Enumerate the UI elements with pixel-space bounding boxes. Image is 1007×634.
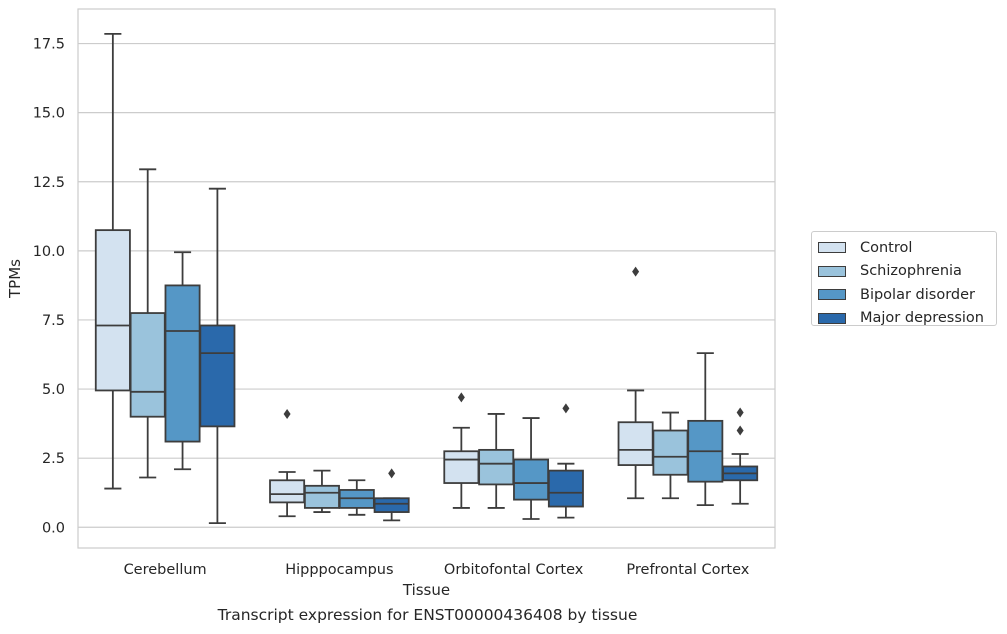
outlier-point [562,403,570,414]
box-schizophrenia-0 [129,168,166,479]
boxes [94,32,759,525]
legend-item: Major depression [818,307,996,331]
legend: Control Schizophrenia Bipolar disorder Majo… [811,231,997,326]
box-major-depression-3 [722,407,759,505]
x-tick-label: Orbitofontal Cortex [444,562,584,578]
outlier-point [457,392,465,403]
iqr-box [443,450,480,484]
iqr-box [303,484,340,509]
y-axis-ticks: 0.0 2.5 5.0 7.5 10.0 12.5 15.0 17.5 [33,37,65,537]
box-schizophrenia-3 [652,411,689,500]
iqr-box [652,429,689,476]
box-major-depression-2 [547,403,584,519]
iqr-box [164,284,201,443]
box-schizophrenia-2 [478,413,515,509]
box-control-2 [443,392,480,509]
y-tick-label: 12.5 [33,175,65,191]
x-tick-label: Prefrontal Cortex [626,562,749,578]
iqr-box [547,469,584,508]
y-tick-label: 7.5 [42,313,65,329]
box-control-1 [269,408,306,518]
legend-swatch [818,265,846,277]
y-tick-label: 10.0 [33,244,65,260]
iqr-box [94,229,131,392]
box-schizophrenia-1 [303,469,340,513]
y-tick-label: 5.0 [42,382,65,398]
y-tick-label: 17.5 [33,37,65,53]
x-tick-label: Hipppocampus [285,562,393,578]
iqr-box [199,324,236,428]
box-major-depression-0 [199,187,236,525]
box-control-3 [617,266,654,500]
legend-item: Bipolar disorder [818,283,996,307]
y-axis-label: TPMs [6,259,24,299]
y-tick-label: 0.0 [42,520,65,536]
plot-frame [77,8,776,549]
legend-swatch [818,242,846,254]
legend-label: Control [860,239,913,256]
iqr-box [129,312,166,418]
iqr-box [513,458,550,501]
outlier-point [388,468,396,479]
iqr-box [617,421,654,466]
outlier-point [283,408,291,419]
legend-label: Bipolar disorder [860,286,975,303]
legend-item: Schizophrenia [818,260,996,284]
iqr-box [478,448,515,486]
legend-label: Major depression [860,310,984,327]
box-bipolar-disorder-1 [338,479,375,516]
box-bipolar-disorder-3 [687,352,724,507]
x-axis-ticks: Cerebellum Hipppocampus Orbitofontal Corte… [124,562,750,578]
y-tick-label: 2.5 [42,451,65,467]
legend-swatch [818,289,846,301]
legend-label: Schizophrenia [860,263,962,280]
box-major-depression-1 [373,468,410,522]
box-bipolar-disorder-0 [164,251,201,471]
y-tick-label: 15.0 [33,106,65,122]
outlier-point [736,407,744,418]
outlier-point [632,266,640,277]
box-bipolar-disorder-2 [513,417,550,520]
outlier-point [736,425,744,436]
legend-swatch [818,312,846,324]
chart-caption: Transcript expression for ENST0000043640… [217,606,638,624]
iqr-box [269,479,306,504]
x-tick-label: Cerebellum [124,562,207,578]
x-axis-label: Tissue [402,581,450,599]
iqr-box [373,497,410,513]
legend-item: Control [818,236,996,260]
box-control-0 [94,32,131,490]
